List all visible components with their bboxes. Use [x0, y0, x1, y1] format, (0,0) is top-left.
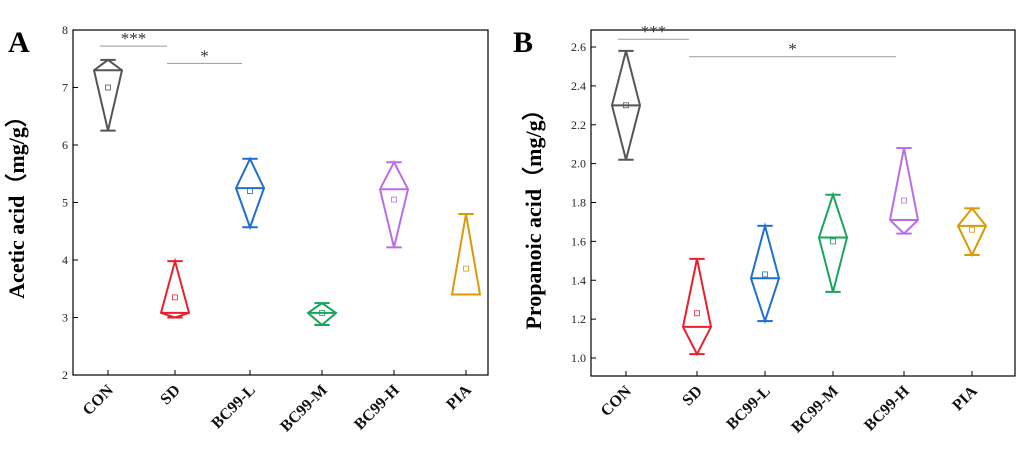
diamond-mark-pia — [956, 206, 988, 258]
y-tick-label: 1.8 — [571, 196, 586, 210]
y-tick-label: 1.0 — [571, 351, 586, 365]
diamond-mark-con — [92, 58, 124, 132]
diamond-outline — [378, 160, 410, 248]
y-tick-label: 1.4 — [571, 273, 586, 287]
y-tick-label: 5 — [62, 196, 68, 210]
diamond-mark-bc99-m — [817, 191, 849, 293]
y-tick-label: 3 — [62, 311, 68, 325]
diamond-mark-bc99-m — [306, 301, 338, 327]
mean-marker — [694, 310, 700, 317]
y-tick-label: 2.0 — [571, 157, 586, 171]
y-tick-label: 2.4 — [571, 79, 586, 93]
diamond-outline — [888, 147, 920, 235]
panel-b-plot-frame — [590, 29, 1016, 377]
mean-marker — [969, 226, 975, 233]
x-tick-label-bc99-l: BC99-L — [208, 382, 258, 432]
x-tick-label-sd: SD — [679, 383, 705, 409]
significance-label: * — [200, 46, 209, 65]
mean-marker — [901, 197, 907, 204]
x-tick-label-sd: SD — [157, 382, 183, 408]
mean-marker — [830, 238, 836, 245]
panel-b: B Propanoic acid（mg/g） 1.0 1.2 1.4 1.6 1.8 2.… — [513, 22, 1016, 436]
panel-b-x-ticks: CON SD BC99-L BC99-M BC99-H PIA — [598, 371, 981, 436]
x-tick-label-bc99-h: BC99-H — [351, 381, 403, 433]
panel-b-letter: B — [513, 26, 533, 59]
diamond-mark-bc99-l — [234, 156, 266, 231]
diamond-outline — [610, 50, 642, 160]
x-tick-label-bc99-m: BC99-M — [277, 382, 330, 435]
panel-b-marks — [610, 49, 988, 357]
x-tick-label-con: CON — [80, 381, 117, 418]
diamond-outline — [306, 301, 338, 327]
diamond-outline — [234, 156, 266, 231]
significance-label: * — [788, 40, 797, 59]
panel-a-y-axis-title: Acetic acid（mg/g） — [4, 105, 29, 299]
mean-marker — [247, 188, 253, 194]
panel-b-y-ticks: 1.0 1.2 1.4 1.6 1.8 2.0 2.2 2.4 2.6 — [571, 40, 596, 365]
x-tick-label-pia: PIA — [443, 381, 475, 413]
diamond-outline — [817, 191, 849, 293]
diamond-outline — [450, 213, 482, 296]
panel-a-x-ticks: CON SD BC99-L BC99-M BC99-H PIA — [80, 370, 475, 435]
y-tick-label: 1.2 — [571, 312, 586, 326]
y-tick-label: 2 — [62, 368, 68, 382]
y-tick-label: 4 — [62, 253, 68, 267]
x-tick-label-con: CON — [598, 382, 635, 419]
mean-marker — [762, 271, 768, 278]
y-tick-label: 2.2 — [571, 118, 586, 132]
mean-marker — [623, 102, 629, 109]
mean-marker — [391, 196, 397, 203]
significance-label: *** — [641, 22, 667, 41]
mean-marker — [463, 265, 469, 272]
diamond-outline — [749, 221, 781, 325]
y-tick-label: 8 — [62, 23, 68, 37]
mean-marker — [319, 309, 325, 316]
panel-a-y-ticks: 2 3 4 5 6 7 8 — [62, 23, 78, 382]
x-tick-label-bc99-h: BC99-H — [861, 382, 913, 434]
x-tick-label-pia: PIA — [949, 382, 981, 414]
diamond-mark-bc99-h — [378, 160, 410, 249]
diamond-outline — [681, 258, 713, 357]
diamond-mark-sd — [159, 257, 191, 319]
panel-b-significance: **** — [618, 22, 896, 59]
panel-b-y-axis-title: Propanoic acid（mg/g） — [521, 98, 546, 329]
mean-marker — [172, 294, 178, 301]
mean-marker — [105, 84, 111, 91]
y-tick-label: 2.6 — [571, 40, 586, 54]
panel-a-letter: A — [8, 26, 30, 59]
diamond-mark-pia — [450, 213, 482, 296]
diamond-mark-bc99-h — [888, 147, 920, 235]
diamond-mark-bc99-l — [749, 221, 781, 325]
panel-a-plot-frame — [72, 29, 489, 376]
diamond-mark-con — [610, 49, 642, 161]
significance-label: *** — [121, 29, 147, 48]
y-tick-label: 7 — [62, 81, 68, 95]
x-tick-label-bc99-m: BC99-M — [788, 383, 841, 436]
diamond-outline — [956, 206, 988, 258]
diamond-outline — [159, 257, 191, 319]
panel-a-significance: **** — [100, 29, 242, 65]
x-tick-label-bc99-l: BC99-L — [723, 383, 773, 433]
diamond-outline — [92, 58, 124, 131]
y-tick-label: 1.6 — [571, 234, 586, 248]
y-tick-label: 6 — [62, 138, 68, 152]
diamond-mark-sd — [681, 257, 713, 357]
panel-a-marks — [92, 58, 482, 327]
